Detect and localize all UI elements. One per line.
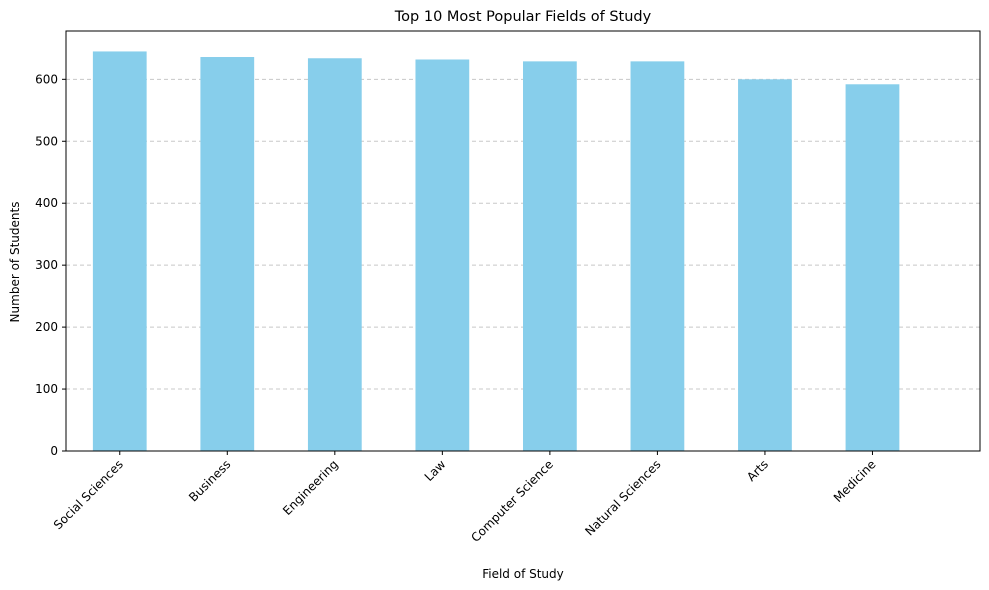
bar — [415, 59, 470, 451]
bar — [630, 61, 685, 452]
y-axis-label: Number of Students — [8, 202, 22, 323]
bar — [523, 61, 577, 452]
bar — [92, 51, 147, 452]
bar — [307, 58, 362, 451]
y-tick-label: 100 — [35, 382, 58, 396]
y-tick-label: 400 — [35, 196, 58, 210]
chart-title: Top 10 Most Popular Fields of Study — [394, 9, 652, 25]
bar — [200, 57, 255, 451]
bar — [738, 79, 792, 452]
x-tick-label: Natural Sciences — [582, 457, 663, 538]
x-tick-label: Engineering — [280, 457, 341, 518]
x-tick-label: Business — [186, 457, 233, 504]
plot-area-frame — [65, 30, 981, 452]
x-axis-label: Field of Study — [482, 567, 564, 581]
x-tick-label: Social Sciences — [51, 457, 126, 532]
y-tick-label: 600 — [35, 72, 58, 86]
y-tick-label: 500 — [35, 134, 58, 148]
y-tick-label: 300 — [35, 258, 58, 272]
x-axis-ticks: Social Sciences Business Engineering Law Com… — [51, 451, 879, 545]
x-tick-label: Computer Science — [468, 457, 556, 545]
y-axis-ticks: 0 100 200 300 400 500 600 — [35, 72, 66, 458]
bars — [92, 51, 900, 452]
x-tick-label: Law — [422, 457, 449, 484]
y-tick-label: 200 — [35, 320, 58, 334]
x-tick-label: Arts — [744, 457, 771, 484]
y-tick-label: 0 — [50, 444, 58, 458]
x-tick-label: Medicine — [831, 457, 879, 505]
bar — [845, 84, 900, 451]
